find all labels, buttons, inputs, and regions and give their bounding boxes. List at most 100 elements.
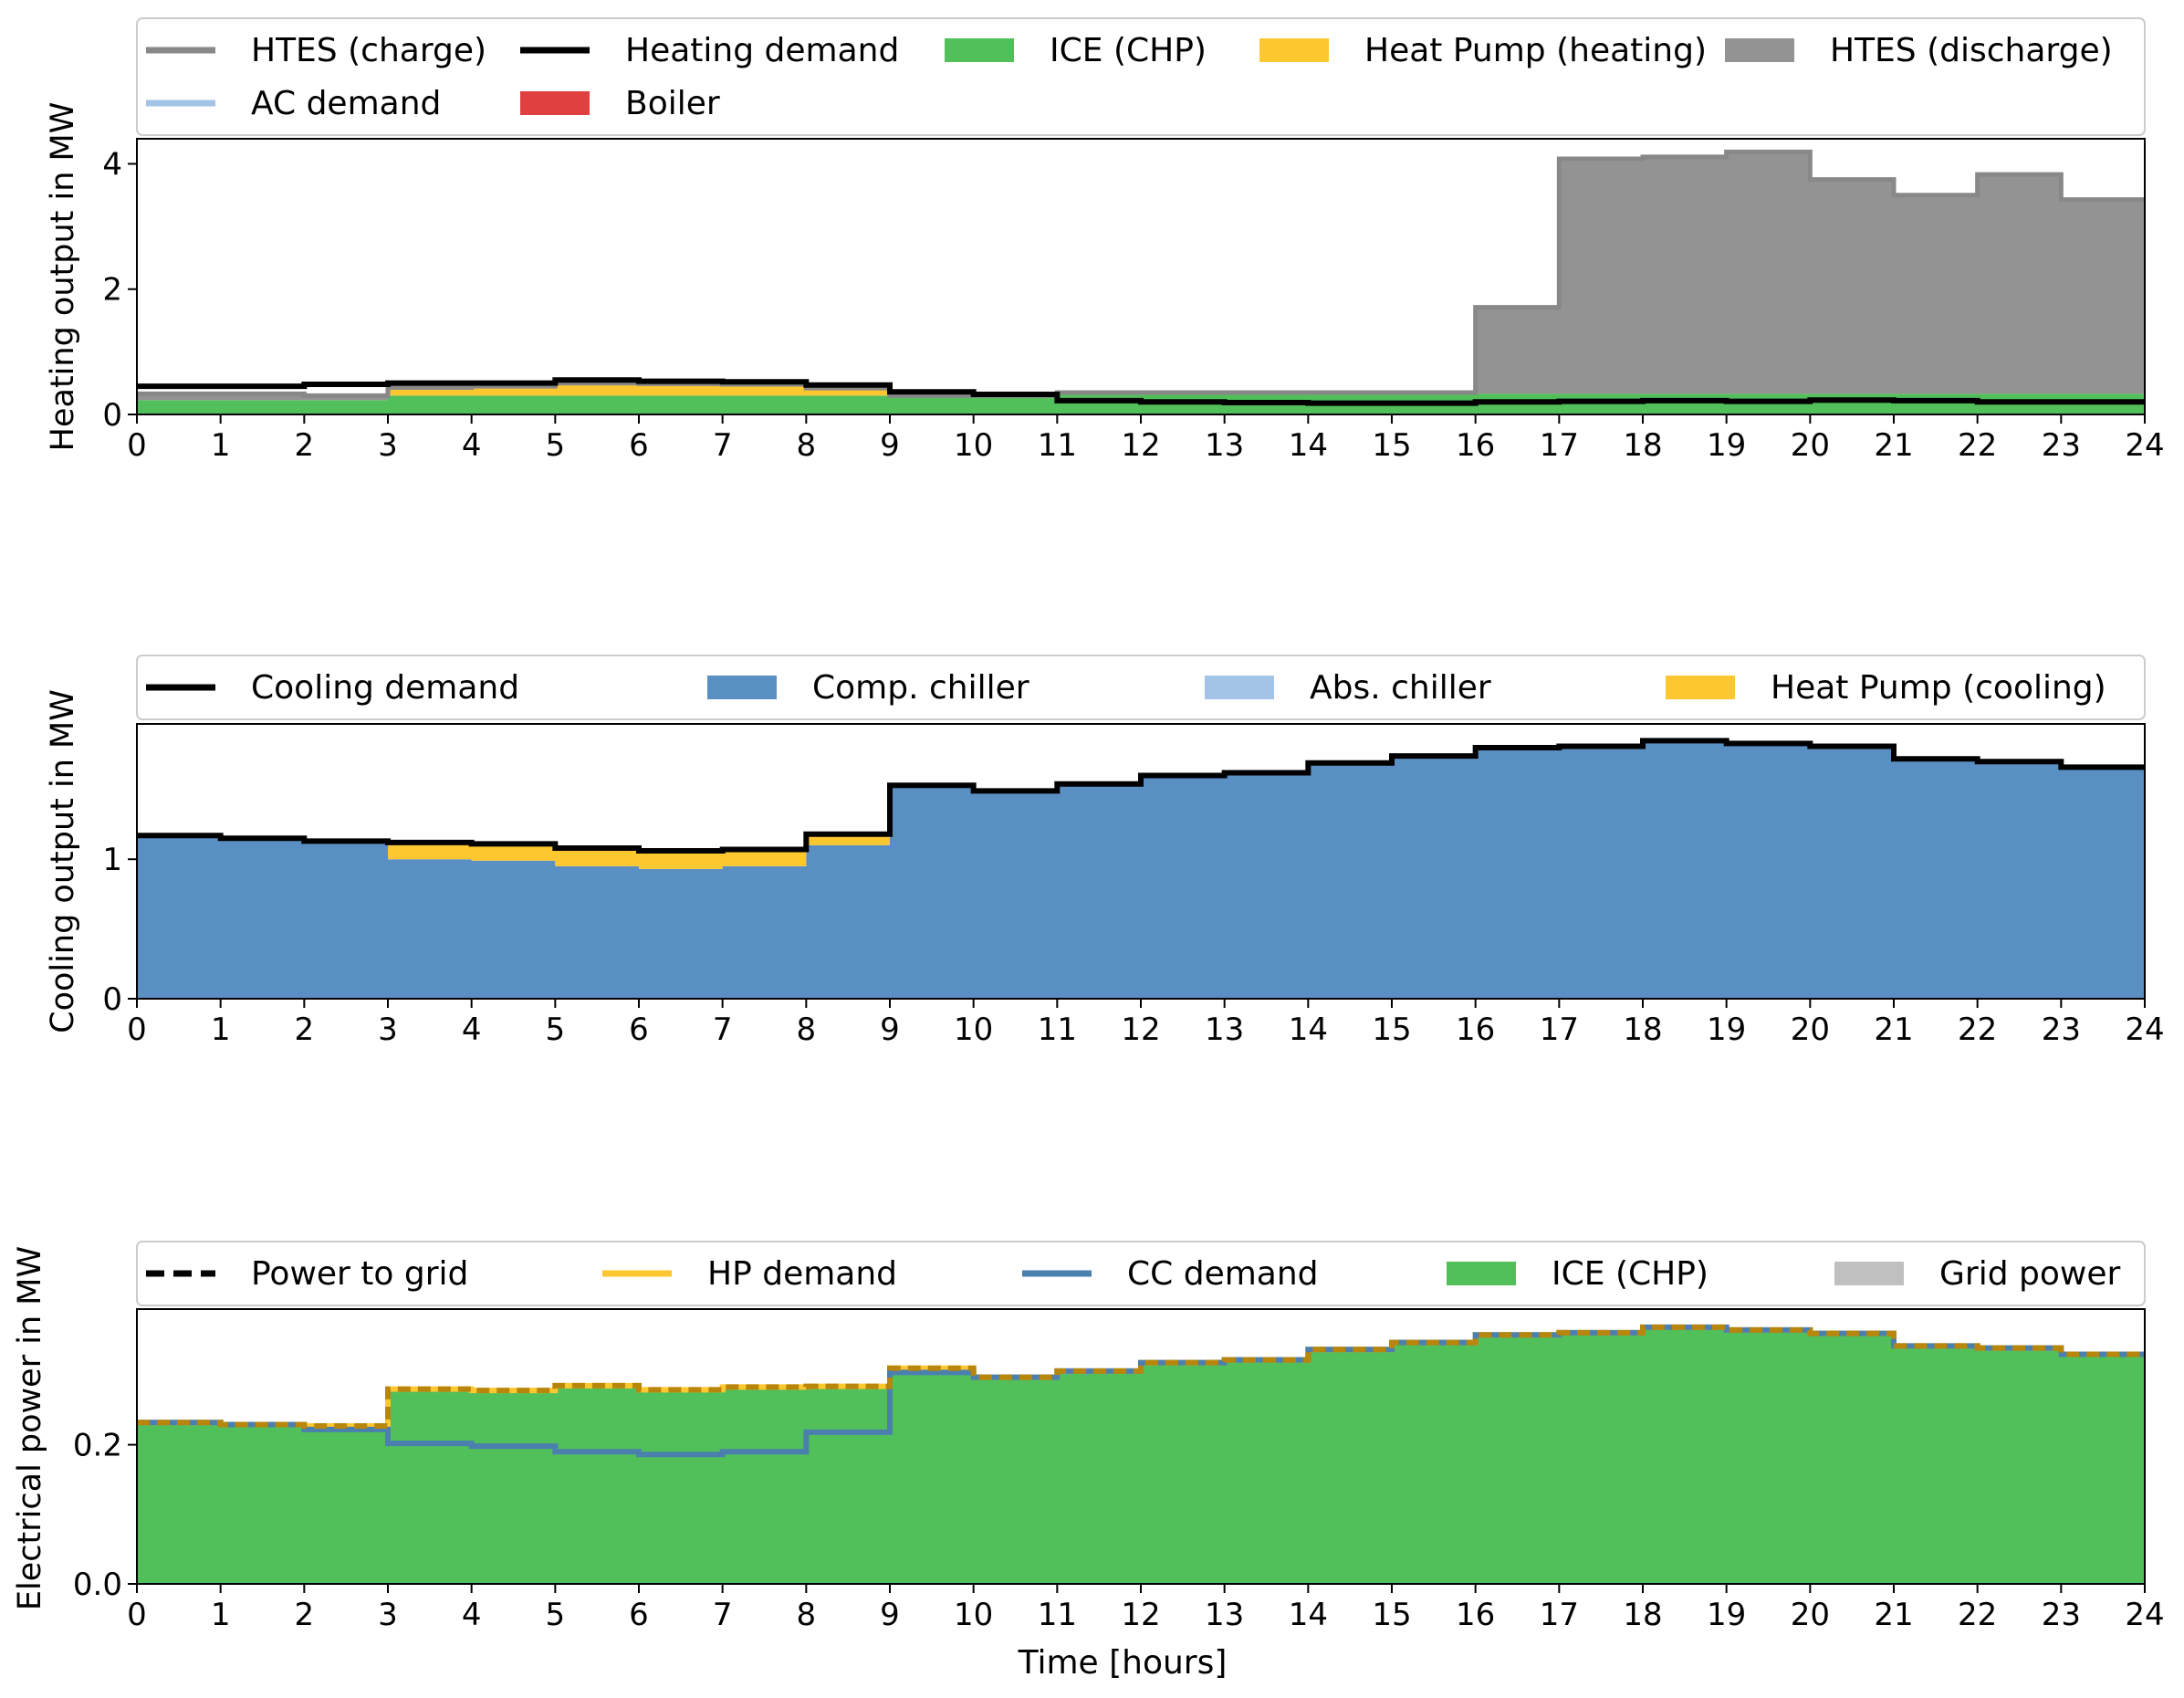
- x-tick-label: 13: [1205, 1597, 1244, 1633]
- x-tick-label: 6: [629, 1011, 649, 1048]
- x-tick-label: 3: [378, 427, 398, 464]
- legend-label: Power to grid: [251, 1255, 468, 1293]
- legend: HTES (charge) Heating demand ICE (CHP) Heat…: [136, 17, 2146, 136]
- x-tick-label: 1: [211, 1597, 231, 1633]
- x-tick-label: 16: [1456, 427, 1495, 464]
- x-tick-label: 17: [1540, 1597, 1579, 1633]
- x-tick-label: 11: [1038, 1011, 1077, 1048]
- y-axis-label: Electrical power in MW: [12, 1246, 48, 1610]
- legend-item-heat-pump-cooling: Heat Pump (cooling): [1666, 669, 2106, 707]
- x-tick-label: 19: [1707, 1011, 1746, 1048]
- legend-label: Heat Pump (cooling): [1771, 669, 2106, 707]
- x-tick-label: 18: [1623, 1011, 1662, 1048]
- x-tick-label: 3: [378, 1011, 398, 1048]
- x-tick-label: 21: [1874, 1011, 1913, 1048]
- x-tick-label: 14: [1289, 1011, 1328, 1048]
- x-tick-label: 0: [127, 427, 147, 464]
- x-tick-label: 8: [797, 427, 817, 464]
- legend-label: HTES (discharge): [1830, 32, 2113, 69]
- x-tick-label: 12: [1121, 427, 1160, 464]
- legend-item-cooling-demand: Cooling demand: [146, 669, 519, 707]
- legend-item-htes-charge: HTES (charge): [146, 32, 486, 69]
- legend-swatch: [707, 676, 777, 699]
- line-htes-charge: [137, 149, 2145, 398]
- area-comp-chiller: [137, 741, 2145, 999]
- y-tick-label: 0.0: [73, 1567, 122, 1603]
- y-axis-label: Cooling output in MW: [45, 689, 81, 1033]
- legend-label: Cooling demand: [251, 669, 519, 707]
- x-tick-label: 14: [1289, 427, 1328, 464]
- legend-swatch: [520, 91, 590, 115]
- legend-item-abs-chiller: Abs. chiller: [1205, 669, 1491, 707]
- legend: Power to grid HP demand CC demand ICE (CHP)…: [136, 1241, 2146, 1306]
- x-tick-label: 18: [1623, 1597, 1662, 1633]
- x-tick-label: 15: [1372, 427, 1411, 464]
- x-tick-label: 10: [954, 1597, 993, 1633]
- legend-item-grid-power: Grid power: [1834, 1255, 2120, 1293]
- y-tick-label: 0.2: [73, 1428, 122, 1464]
- x-tick-label: 6: [629, 427, 649, 464]
- x-tick-label: 7: [713, 1597, 733, 1633]
- x-tick-label: 14: [1289, 1597, 1328, 1633]
- x-tick-label: 2: [295, 1011, 315, 1048]
- x-tick-label: 20: [1791, 1597, 1830, 1633]
- area-heat-pump-heating: [137, 383, 2145, 401]
- legend-swatch: [1666, 676, 1735, 699]
- x-tick-label: 0: [127, 1597, 147, 1633]
- x-tick-label: 11: [1038, 427, 1077, 464]
- legend-label: CC demand: [1127, 1255, 1319, 1293]
- x-tick-label: 15: [1372, 1011, 1411, 1048]
- x-tick-label: 24: [2125, 427, 2164, 464]
- line-cooling-demand: [137, 738, 2145, 854]
- line-power-to-grid: [137, 1324, 2145, 1430]
- x-tick-label: 4: [462, 1597, 482, 1633]
- x-tick-label: 11: [1038, 1597, 1077, 1633]
- x-tick-label: 1: [211, 427, 231, 464]
- x-tick-label: 12: [1121, 1597, 1160, 1633]
- legend-swatch: [1259, 38, 1329, 62]
- legend-item-heating-demand: Heating demand: [520, 32, 899, 69]
- legend-item-comp-chiller: Comp. chiller: [707, 669, 1029, 707]
- x-tick-label: 21: [1874, 1597, 1913, 1633]
- legend-item-cc-demand: CC demand: [1022, 1255, 1319, 1293]
- legend-item-power-to-grid: Power to grid: [146, 1255, 468, 1293]
- x-tick-label: 10: [954, 427, 993, 464]
- x-tick-label: 3: [378, 1597, 398, 1633]
- x-tick-label: 23: [2042, 1597, 2081, 1633]
- legend-label: AC demand: [251, 85, 441, 122]
- x-axis-label: Time [hours]: [1018, 1644, 1228, 1682]
- x-tick-label: 6: [629, 1597, 649, 1633]
- legend-item-htes-discharge: HTES (discharge): [1725, 32, 2113, 69]
- x-tick-label: 19: [1707, 427, 1746, 464]
- legend-box: [136, 1241, 2146, 1306]
- y-tick-label: 0: [102, 397, 122, 434]
- area-htes-discharge: [137, 152, 2145, 401]
- x-tick-label: 9: [880, 1597, 900, 1633]
- x-tick-label: 8: [797, 1597, 817, 1633]
- x-tick-label: 5: [546, 427, 566, 464]
- x-tick-label: 9: [880, 1011, 900, 1048]
- x-tick-label: 10: [954, 1011, 993, 1048]
- y-tick-label: 2: [102, 272, 122, 309]
- electrical-panel: 0 1 2 3 4 5 6 7 8 9 10 11 12 13 14 15 16 17 18 19 20 21 22 23 24…: [12, 1241, 2165, 1682]
- legend-swatch: [1834, 1262, 1904, 1285]
- x-tick-label: 18: [1623, 427, 1662, 464]
- x-tick-label: 1: [211, 1011, 231, 1048]
- legend-item-ice-chp: ICE (CHP): [1447, 1255, 1709, 1293]
- x-tick-label: 23: [2042, 1011, 2081, 1048]
- legend-label: Heating demand: [625, 32, 899, 69]
- legend-label: HTES (charge): [251, 32, 486, 69]
- x-tick-label: 20: [1791, 427, 1830, 464]
- x-tick-label: 16: [1456, 1011, 1495, 1048]
- legend-label: Abs. chiller: [1310, 669, 1491, 707]
- legend: Cooling demand Comp. chiller Abs. chiller H…: [136, 655, 2146, 720]
- legend-label: Comp. chiller: [812, 669, 1029, 707]
- x-tick-label: 22: [1958, 1597, 1997, 1633]
- heating-panel: 0 1 2 3 4 5 6 7 8 9 10 11 12 13 14 15 16 17 18 19 20 21 22 23 24…: [45, 17, 2165, 464]
- legend-swatch: [1725, 38, 1794, 62]
- legend-item-ac-demand: AC demand: [146, 85, 441, 122]
- x-tick-label: 15: [1372, 1597, 1411, 1633]
- x-tick-label: 17: [1540, 1011, 1579, 1048]
- x-tick-label: 2: [295, 427, 315, 464]
